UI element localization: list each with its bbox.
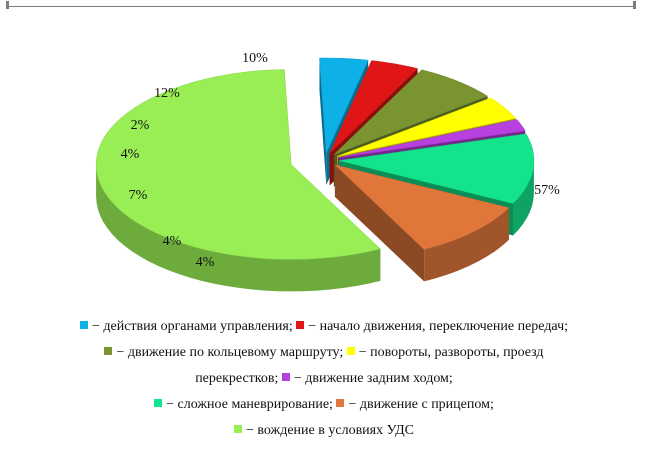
- slice-value-label: 4%: [163, 234, 182, 249]
- frame-corner-left: [6, 1, 9, 9]
- legend-item-roundabout: − движение по кольцевому маршруту;: [104, 345, 343, 360]
- slice-value-label: 10%: [242, 51, 268, 66]
- pie-slice-top: [336, 97, 517, 157]
- legend-label: − движение по кольцевому маршруту;: [116, 345, 344, 360]
- legend-swatch: [336, 399, 345, 407]
- legend-item-controls: − действия органами управления;: [79, 319, 293, 334]
- pie-slice-outer-side: [424, 207, 509, 282]
- pie-slice-radial-side: [334, 164, 425, 282]
- slice-value-label: 57%: [534, 183, 560, 198]
- legend-item-turns: − повороты, развороты, проезд: [346, 345, 544, 360]
- legend-line-2: − движение по кольцевому маршруту; − пов…: [24, 340, 624, 366]
- slice-value-label: 4%: [196, 255, 215, 270]
- pie-slice-radial-side: [319, 58, 327, 186]
- legend-swatch: [104, 347, 113, 355]
- legend-swatch: [79, 321, 88, 329]
- pie-slice-outer-side: [513, 160, 534, 236]
- legend-label: − сложное маневрирование;: [166, 397, 333, 412]
- legend-line-5: − вождение в условиях УДС: [24, 418, 624, 444]
- pie-slice-top: [95, 69, 381, 260]
- slice-value-label: 7%: [129, 188, 148, 203]
- legend-label: − начало движения, переключение передач;: [308, 319, 569, 334]
- legend-swatch: [296, 321, 305, 329]
- pie-slice-top: [338, 133, 535, 204]
- legend-item-road-traffic: − вождение в условиях УДС: [233, 423, 414, 438]
- frame-corner-right: [633, 1, 636, 9]
- legend-label: − движение с прицепом;: [348, 397, 494, 412]
- slice-value-label: 4%: [121, 147, 140, 162]
- pie-top-layer: [95, 57, 535, 260]
- legend-label: − вождение в условиях УДС: [245, 423, 414, 438]
- pie-slice-top: [333, 69, 489, 155]
- pie-slice-top: [319, 57, 369, 154]
- legend-swatch: [154, 399, 163, 407]
- legend-line-3: перекрестков; − движение задним ходом;: [24, 366, 624, 392]
- pie-slice-top: [329, 60, 419, 154]
- legend-label-continuation: перекрестков;: [195, 371, 279, 386]
- pie-slice-top: [334, 164, 510, 250]
- slice-value-label: 12%: [154, 86, 180, 101]
- legend-item-reverse: − движение задним ходом;: [281, 371, 453, 386]
- pie-chart: 4% 4% 7% 4% 2% 12% 10% 57%: [95, 51, 561, 292]
- legend-label: − повороты, развороты, проезд: [358, 345, 544, 360]
- legend-item-start: − начало движения, переключение передач;: [296, 319, 568, 334]
- legend-item-trailer: − движение с прицепом;: [336, 397, 494, 412]
- legend: − действия органами управления; − начало…: [24, 314, 624, 444]
- legend-swatch: [281, 373, 290, 381]
- legend-label: − движение задним ходом;: [293, 371, 453, 386]
- slice-value-label: 2%: [131, 118, 150, 133]
- legend-line-1: − действия органами управления; − начало…: [24, 314, 624, 340]
- legend-line-4: − сложное маневрирование; − движение с п…: [24, 392, 624, 418]
- pie-label-layer: 4% 4% 7% 4% 2% 12% 10% 57%: [121, 51, 561, 270]
- pie-slice-outer-side: [96, 164, 381, 292]
- legend-swatch: [346, 347, 355, 355]
- frame-border: [6, 1, 636, 452]
- legend-label: − действия органами управления;: [91, 319, 293, 334]
- pie-slice-top: [338, 119, 526, 158]
- legend-swatch: [233, 425, 242, 433]
- legend-item-maneuvering: − сложное маневрирование;: [154, 397, 333, 412]
